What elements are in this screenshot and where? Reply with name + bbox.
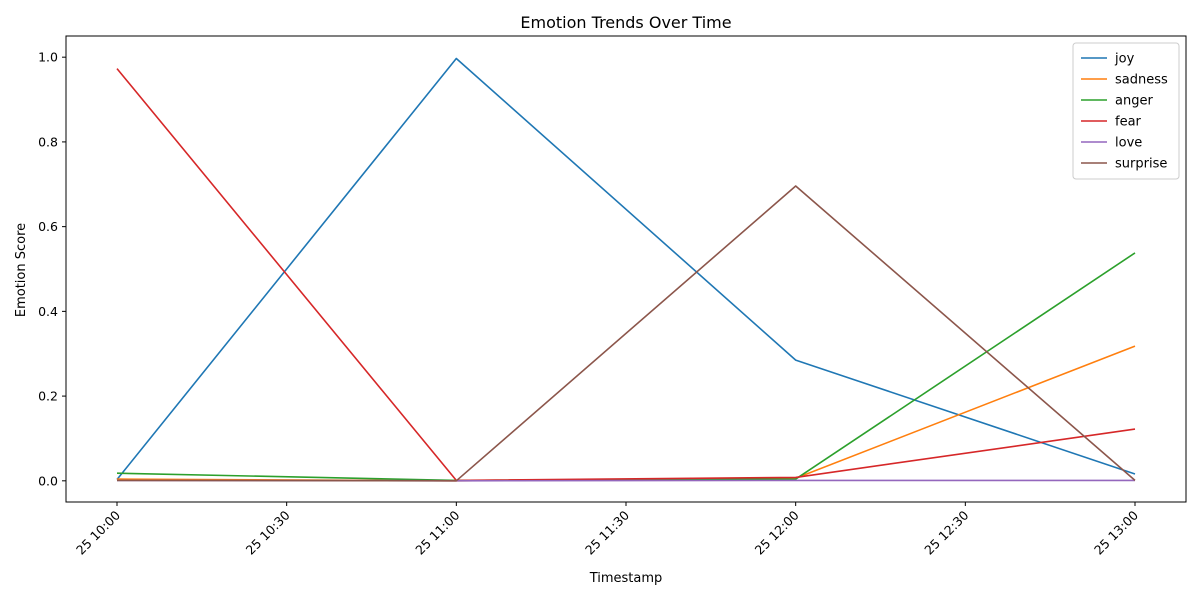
legend-label-sadness: sadness [1115,73,1168,88]
series-line-fear [116,68,1136,482]
y-tick-label: 0.4 [38,304,58,319]
legend-label-surprise: surprise [1115,157,1167,172]
series-line-joy [116,57,1136,481]
legend-label-joy: joy [1114,52,1135,67]
y-tick-label: 0.6 [38,219,58,234]
legend-box [1072,42,1180,180]
series-line-anger [116,252,1136,482]
legend-label-fear: fear [1115,115,1142,130]
y-tick-label: 1.0 [38,50,58,65]
y-tick-label: 0.2 [38,389,58,404]
y-tick-label: 0.0 [38,473,58,488]
legend-label-love: love [1115,136,1142,151]
legend: joy sadness anger fear love surprise [1072,42,1180,180]
legend-label-anger: anger [1115,94,1153,109]
x-axis-label: Timestamp [589,571,663,586]
series-line-surprise [116,185,1136,482]
y-tick-label: 0.8 [38,134,58,149]
y-axis-label: Emotion Score [14,223,29,317]
chart-title: Emotion Trends Over Time [520,13,731,32]
